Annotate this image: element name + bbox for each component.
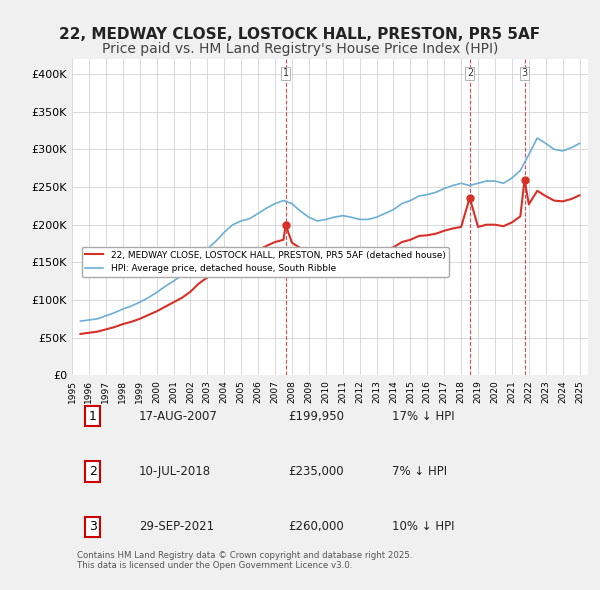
Text: £260,000: £260,000 [289, 520, 344, 533]
Text: 7% ↓ HPI: 7% ↓ HPI [392, 465, 447, 478]
Legend: 22, MEDWAY CLOSE, LOSTOCK HALL, PRESTON, PR5 5AF (detached house), HPI: Average : 22, MEDWAY CLOSE, LOSTOCK HALL, PRESTON,… [82, 247, 449, 277]
Text: 17-AUG-2007: 17-AUG-2007 [139, 409, 218, 422]
Text: 17% ↓ HPI: 17% ↓ HPI [392, 409, 455, 422]
Text: 3: 3 [89, 520, 97, 533]
Text: 1: 1 [283, 68, 289, 78]
Text: 2: 2 [467, 68, 473, 78]
Text: 3: 3 [521, 68, 527, 78]
Text: 10-JUL-2018: 10-JUL-2018 [139, 465, 211, 478]
Text: Contains HM Land Registry data © Crown copyright and database right 2025.
This d: Contains HM Land Registry data © Crown c… [77, 551, 413, 571]
Text: 29-SEP-2021: 29-SEP-2021 [139, 520, 214, 533]
Text: 10% ↓ HPI: 10% ↓ HPI [392, 520, 454, 533]
Text: 22, MEDWAY CLOSE, LOSTOCK HALL, PRESTON, PR5 5AF: 22, MEDWAY CLOSE, LOSTOCK HALL, PRESTON,… [59, 27, 541, 41]
Text: 2: 2 [89, 465, 97, 478]
Text: 1: 1 [89, 409, 97, 422]
Text: £235,000: £235,000 [289, 465, 344, 478]
Text: £199,950: £199,950 [289, 409, 345, 422]
Text: Price paid vs. HM Land Registry's House Price Index (HPI): Price paid vs. HM Land Registry's House … [102, 42, 498, 57]
